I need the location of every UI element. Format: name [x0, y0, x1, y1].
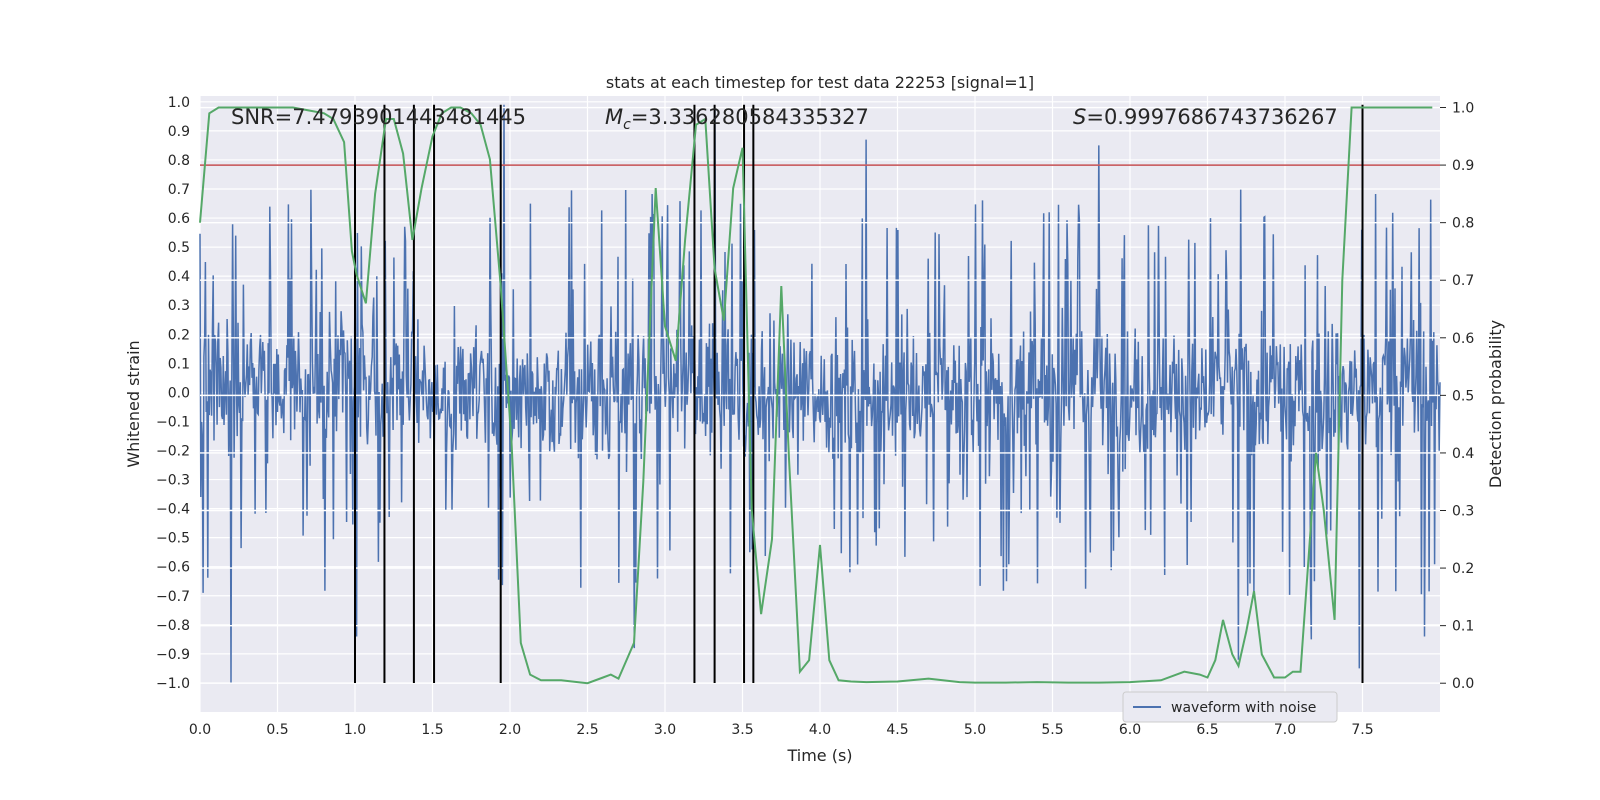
y2-tick-label: 0.0: [1452, 676, 1474, 692]
y-tick-label: 0.1: [168, 356, 190, 372]
y2-tick-label: 0.1: [1452, 619, 1474, 635]
y2-tick-label: 0.5: [1452, 388, 1474, 404]
chirp-mass-annotation: Mc=3.336280584335327: [605, 105, 869, 133]
y-tick-label: −0.6: [156, 560, 190, 576]
y2-tick-label: 0.6: [1452, 331, 1474, 347]
y-tick-label: 0.8: [168, 153, 190, 169]
x-tick-labels: 0.0 0.5 1.0 1.5 2.0 2.5 3.0 3.5 4.0 4.5 5.0 5.5 6.0 6…: [189, 722, 1374, 738]
waveform-line: [199, 104, 1441, 683]
y2-tick-label: 0.8: [1452, 216, 1474, 232]
snr-annotation: SNR=7.479390144348144​5: [231, 105, 526, 129]
y-tick-labels: 1.0 0.9 0.8 0.7 0.6 0.5 0.4 0.3 0.2 0.1 0.0 −0.1 −0.…: [156, 95, 190, 692]
y-tick-label: 0.2: [168, 327, 190, 343]
y-tick-label: 0.6: [168, 211, 190, 227]
y2-axis-label: Detection probability: [1486, 320, 1505, 488]
x-tick-label: 2.0: [499, 722, 521, 738]
y-tick-label: −0.3: [156, 473, 190, 489]
y-tick-label: −0.5: [156, 531, 190, 547]
score-value: =0.9997686743736267: [1086, 105, 1337, 129]
y2-tick-labels: 1.0 0.9 0.8 0.7 0.6 0.5 0.4 0.3 0.2 0.1 0.0: [1440, 101, 1474, 692]
y2-tick-label: 0.3: [1452, 504, 1474, 520]
y-tick-label: −0.8: [156, 618, 190, 634]
x-axis-label: Time (s): [786, 746, 852, 765]
x-tick-label: 2.5: [576, 722, 598, 738]
waveform-series: [199, 104, 1441, 683]
x-tick-label: 7.5: [1351, 722, 1373, 738]
y2-tick-label: 0.4: [1452, 446, 1474, 462]
x-tick-label: 7.0: [1274, 722, 1296, 738]
y-tick-label: 0.3: [168, 298, 190, 314]
y-tick-label: −0.1: [156, 414, 190, 430]
legend-box: [1122, 691, 1338, 723]
x-tick-label: 5.0: [964, 722, 986, 738]
y2-tick-label: 1.0: [1452, 101, 1474, 117]
x-tick-label: 6.0: [1119, 722, 1141, 738]
legend-label: waveform with noise: [1171, 700, 1316, 716]
y-axis-label: Whitened strain: [124, 340, 143, 467]
legend: waveform with noise: [1122, 691, 1338, 723]
x-tick-label: 3.5: [731, 722, 753, 738]
x-tick-label: 0.5: [266, 722, 288, 738]
score-symbol: S: [1073, 105, 1086, 129]
y2-tick-label: 0.7: [1452, 273, 1474, 289]
score-annotation: S=0.9997686743736267: [1073, 105, 1338, 129]
y-tick-label: −0.9: [156, 647, 190, 663]
probability-series: [199, 106, 1433, 685]
y-tick-label: −0.4: [156, 502, 190, 518]
y-tick-label: 0.7: [168, 182, 190, 198]
y-tick-label: 1.0: [168, 95, 190, 111]
y2-tick-label: 0.9: [1452, 158, 1474, 174]
x-tick-label: 4.0: [809, 722, 831, 738]
x-tick-label: 1.0: [344, 722, 366, 738]
x-tick-label: 1.5: [421, 722, 443, 738]
y-tick-label: 0.5: [168, 240, 190, 256]
x-tick-label: 6.5: [1196, 722, 1218, 738]
probability-line: [199, 106, 1433, 685]
vlines: [354, 104, 1364, 683]
x-tick-label: 0.0: [189, 722, 211, 738]
y-tick-label: 0.0: [168, 385, 190, 401]
y-tick-label: 0.4: [168, 269, 190, 285]
x-tick-label: 4.5: [886, 722, 908, 738]
y-tick-label: 0.9: [168, 124, 190, 140]
y-tick-label: −0.2: [156, 443, 190, 459]
grid-overlay: [200, 106, 1440, 684]
y-tick-label: −0.7: [156, 589, 190, 605]
chirp-mass-value: =3.336280584335327: [631, 105, 869, 129]
chart-title: stats at each timestep for test data 222…: [606, 73, 1034, 92]
y-tick-label: −1.0: [156, 676, 190, 692]
chirp-mass-symbol: M: [605, 105, 623, 129]
y2-tick-label: 0.2: [1452, 561, 1474, 577]
x-tick-label: 5.5: [1041, 722, 1063, 738]
chirp-mass-subscript: c: [623, 117, 631, 133]
x-tick-label: 3.0: [654, 722, 676, 738]
